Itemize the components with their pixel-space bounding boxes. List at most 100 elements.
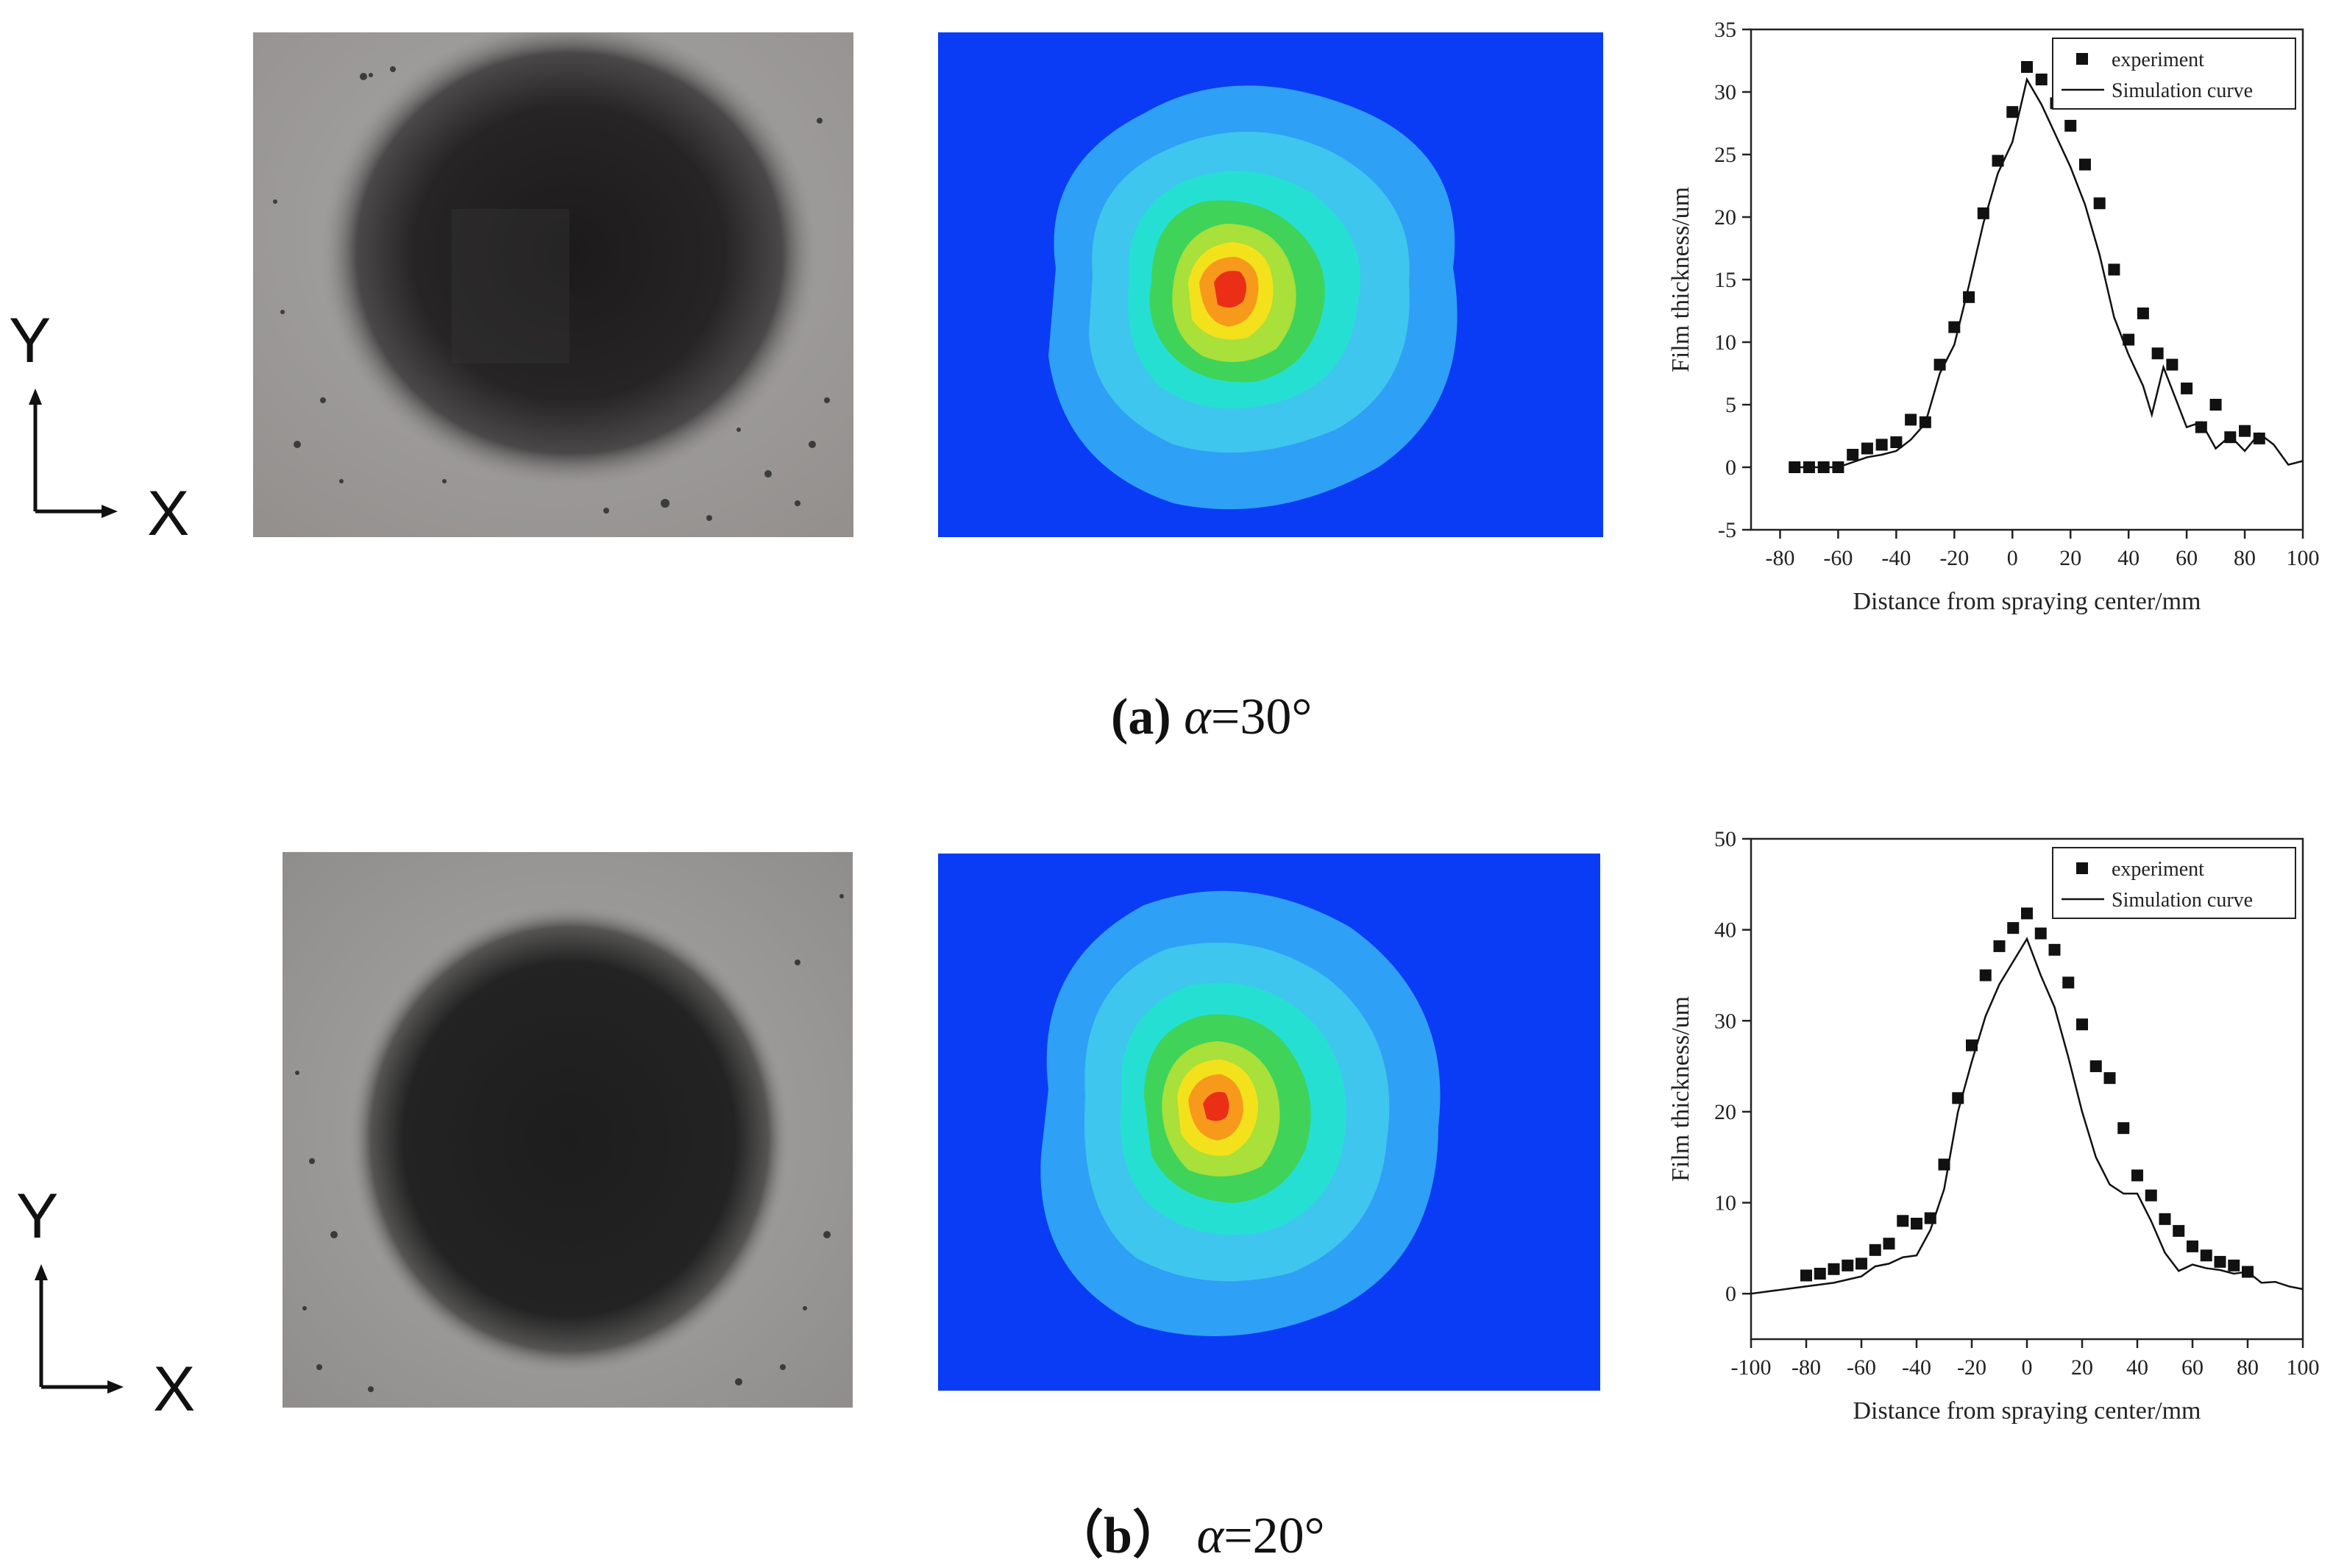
experiment-point [1897, 1215, 1909, 1227]
panel-caption-a: (a) α=30° [1111, 688, 1312, 747]
experiment-point [1977, 207, 1989, 219]
legend-label-experiment: experiment [2112, 858, 2204, 881]
x-tick-label: 100 [2287, 1355, 2320, 1380]
x-tick-label: 40 [2117, 546, 2140, 570]
experiment-point [1842, 1259, 1854, 1271]
experiment-point [1803, 461, 1815, 473]
legend-box [2052, 847, 2296, 919]
experiment-point [1861, 442, 1873, 455]
experiment-point [2239, 425, 2251, 437]
experiment-point [2131, 1169, 2143, 1182]
legend-label-simulation: Simulation curve [2112, 889, 2253, 912]
experiment-point [2007, 922, 2020, 934]
x-tick-label: 40 [2126, 1355, 2148, 1380]
axis-arrows-b [35, 1264, 124, 1394]
experiment-point [2108, 263, 2120, 276]
experiment-point [1993, 940, 2006, 952]
experiment-point [2253, 432, 2265, 444]
simulation-contour-a [938, 32, 1603, 537]
experiment-point [2048, 943, 2061, 956]
caption-symbol-a: α [1184, 689, 1211, 745]
simulation-contour-b [938, 854, 1600, 1391]
experiment-point [2228, 1259, 2240, 1271]
experiment-point [2021, 907, 2033, 920]
x-tick-label: -60 [1847, 1355, 1876, 1380]
experiment-point [1832, 461, 1844, 473]
experiment-point [2006, 106, 2019, 118]
experiment-point [1847, 449, 1859, 461]
axis-glyph-x-b: X [153, 1354, 196, 1425]
experiment-point [2145, 1189, 2157, 1202]
experiment-point [1966, 1039, 1978, 1051]
caption-value-b: =20° [1224, 1508, 1325, 1564]
y-tick-label: -5 [1718, 518, 1736, 542]
experiment-point [2166, 358, 2178, 371]
experiment-point [1963, 291, 1975, 303]
x-tick-label: 80 [2237, 1355, 2259, 1380]
caption-value-a: =30° [1210, 689, 1313, 745]
experiment-point [2159, 1213, 2171, 1225]
x-tick-label: -60 [1823, 546, 1853, 570]
experiment-point [1875, 439, 1888, 451]
x-tick-label: 100 [2287, 546, 2320, 570]
y-tick-label: 0 [1725, 455, 1736, 480]
axis-glyph-y-a: Y [9, 305, 52, 376]
experiment-point [2062, 976, 2075, 989]
x-axis-label: Distance from spraying center/mm [1853, 588, 2201, 615]
experiment-point [2035, 74, 2048, 85]
caption-open-b: （ [1052, 1508, 1104, 1564]
caption-label-b: b [1104, 1508, 1132, 1564]
x-tick-label: 60 [2181, 1355, 2204, 1380]
legend-box [2052, 38, 2296, 110]
y-tick-label: 15 [1714, 268, 1736, 292]
experiment-point [1789, 461, 1801, 473]
experiment-point [1933, 358, 1946, 371]
experiment-point [1890, 436, 1903, 448]
x-tick-label: -20 [1957, 1355, 1986, 1380]
experiment-point [2064, 119, 2077, 132]
y-tick-label: 30 [1714, 1009, 1736, 1033]
axis-glyph-x-a: X [147, 478, 190, 549]
caption-label-a: a [1128, 689, 1154, 745]
legend-label-experiment: experiment [2112, 49, 2204, 71]
experiment-point [2103, 1072, 2116, 1085]
experiment-point [2209, 399, 2222, 411]
experiment-point [2034, 927, 2047, 940]
y-tick-label: 5 [1725, 393, 1736, 417]
simulation-curve-line [1794, 77, 2304, 469]
experiment-point [1817, 461, 1830, 473]
experiment-point [2137, 307, 2149, 319]
caption-close-a: ) [1154, 689, 1171, 745]
y-tick-label: 50 [1714, 827, 1736, 851]
experiment-point [2078, 158, 2091, 171]
y-tick-label: 10 [1714, 330, 1736, 355]
experiment-point [2242, 1266, 2254, 1278]
experiment-point [2093, 197, 2106, 210]
experiment-point [1869, 1244, 1881, 1256]
experiment-point [1814, 1267, 1826, 1280]
experiment-point [1828, 1263, 1840, 1275]
caption-close-b: ） [1132, 1508, 1184, 1564]
x-tick-label: 20 [2071, 1355, 2093, 1380]
x-tick-label: 0 [2007, 546, 2018, 570]
y-tick-label: 20 [1714, 205, 1736, 230]
y-tick-label: 10 [1714, 1191, 1736, 1216]
coating-photo-a [253, 32, 853, 537]
experiment-point [2117, 1122, 2130, 1135]
experiment-point [1800, 1269, 1812, 1282]
coating-photo-b [283, 852, 853, 1408]
experiment-point [2123, 333, 2135, 346]
legend-label-simulation: Simulation curve [2112, 79, 2253, 102]
y-tick-label: 0 [1725, 1282, 1736, 1306]
film-thickness-chart-a: -80 -60 -40 -20 0 20 40 60 80 100 -5 0 5 10 15 20 25 30 35… [1667, 18, 2320, 615]
y-tick-label: 40 [1714, 918, 1736, 943]
experiment-point [1919, 416, 1931, 428]
x-tick-label: -80 [1765, 546, 1794, 570]
x-axis-label: Distance from spraying center/mm [1853, 1397, 2201, 1425]
experiment-point [2181, 382, 2193, 394]
y-tick-label: 20 [1714, 1100, 1736, 1124]
experiment-point [1948, 321, 1961, 333]
axis-arrows-a [29, 389, 118, 518]
experiment-point [2187, 1240, 2198, 1252]
experiment-point [2173, 1224, 2185, 1237]
